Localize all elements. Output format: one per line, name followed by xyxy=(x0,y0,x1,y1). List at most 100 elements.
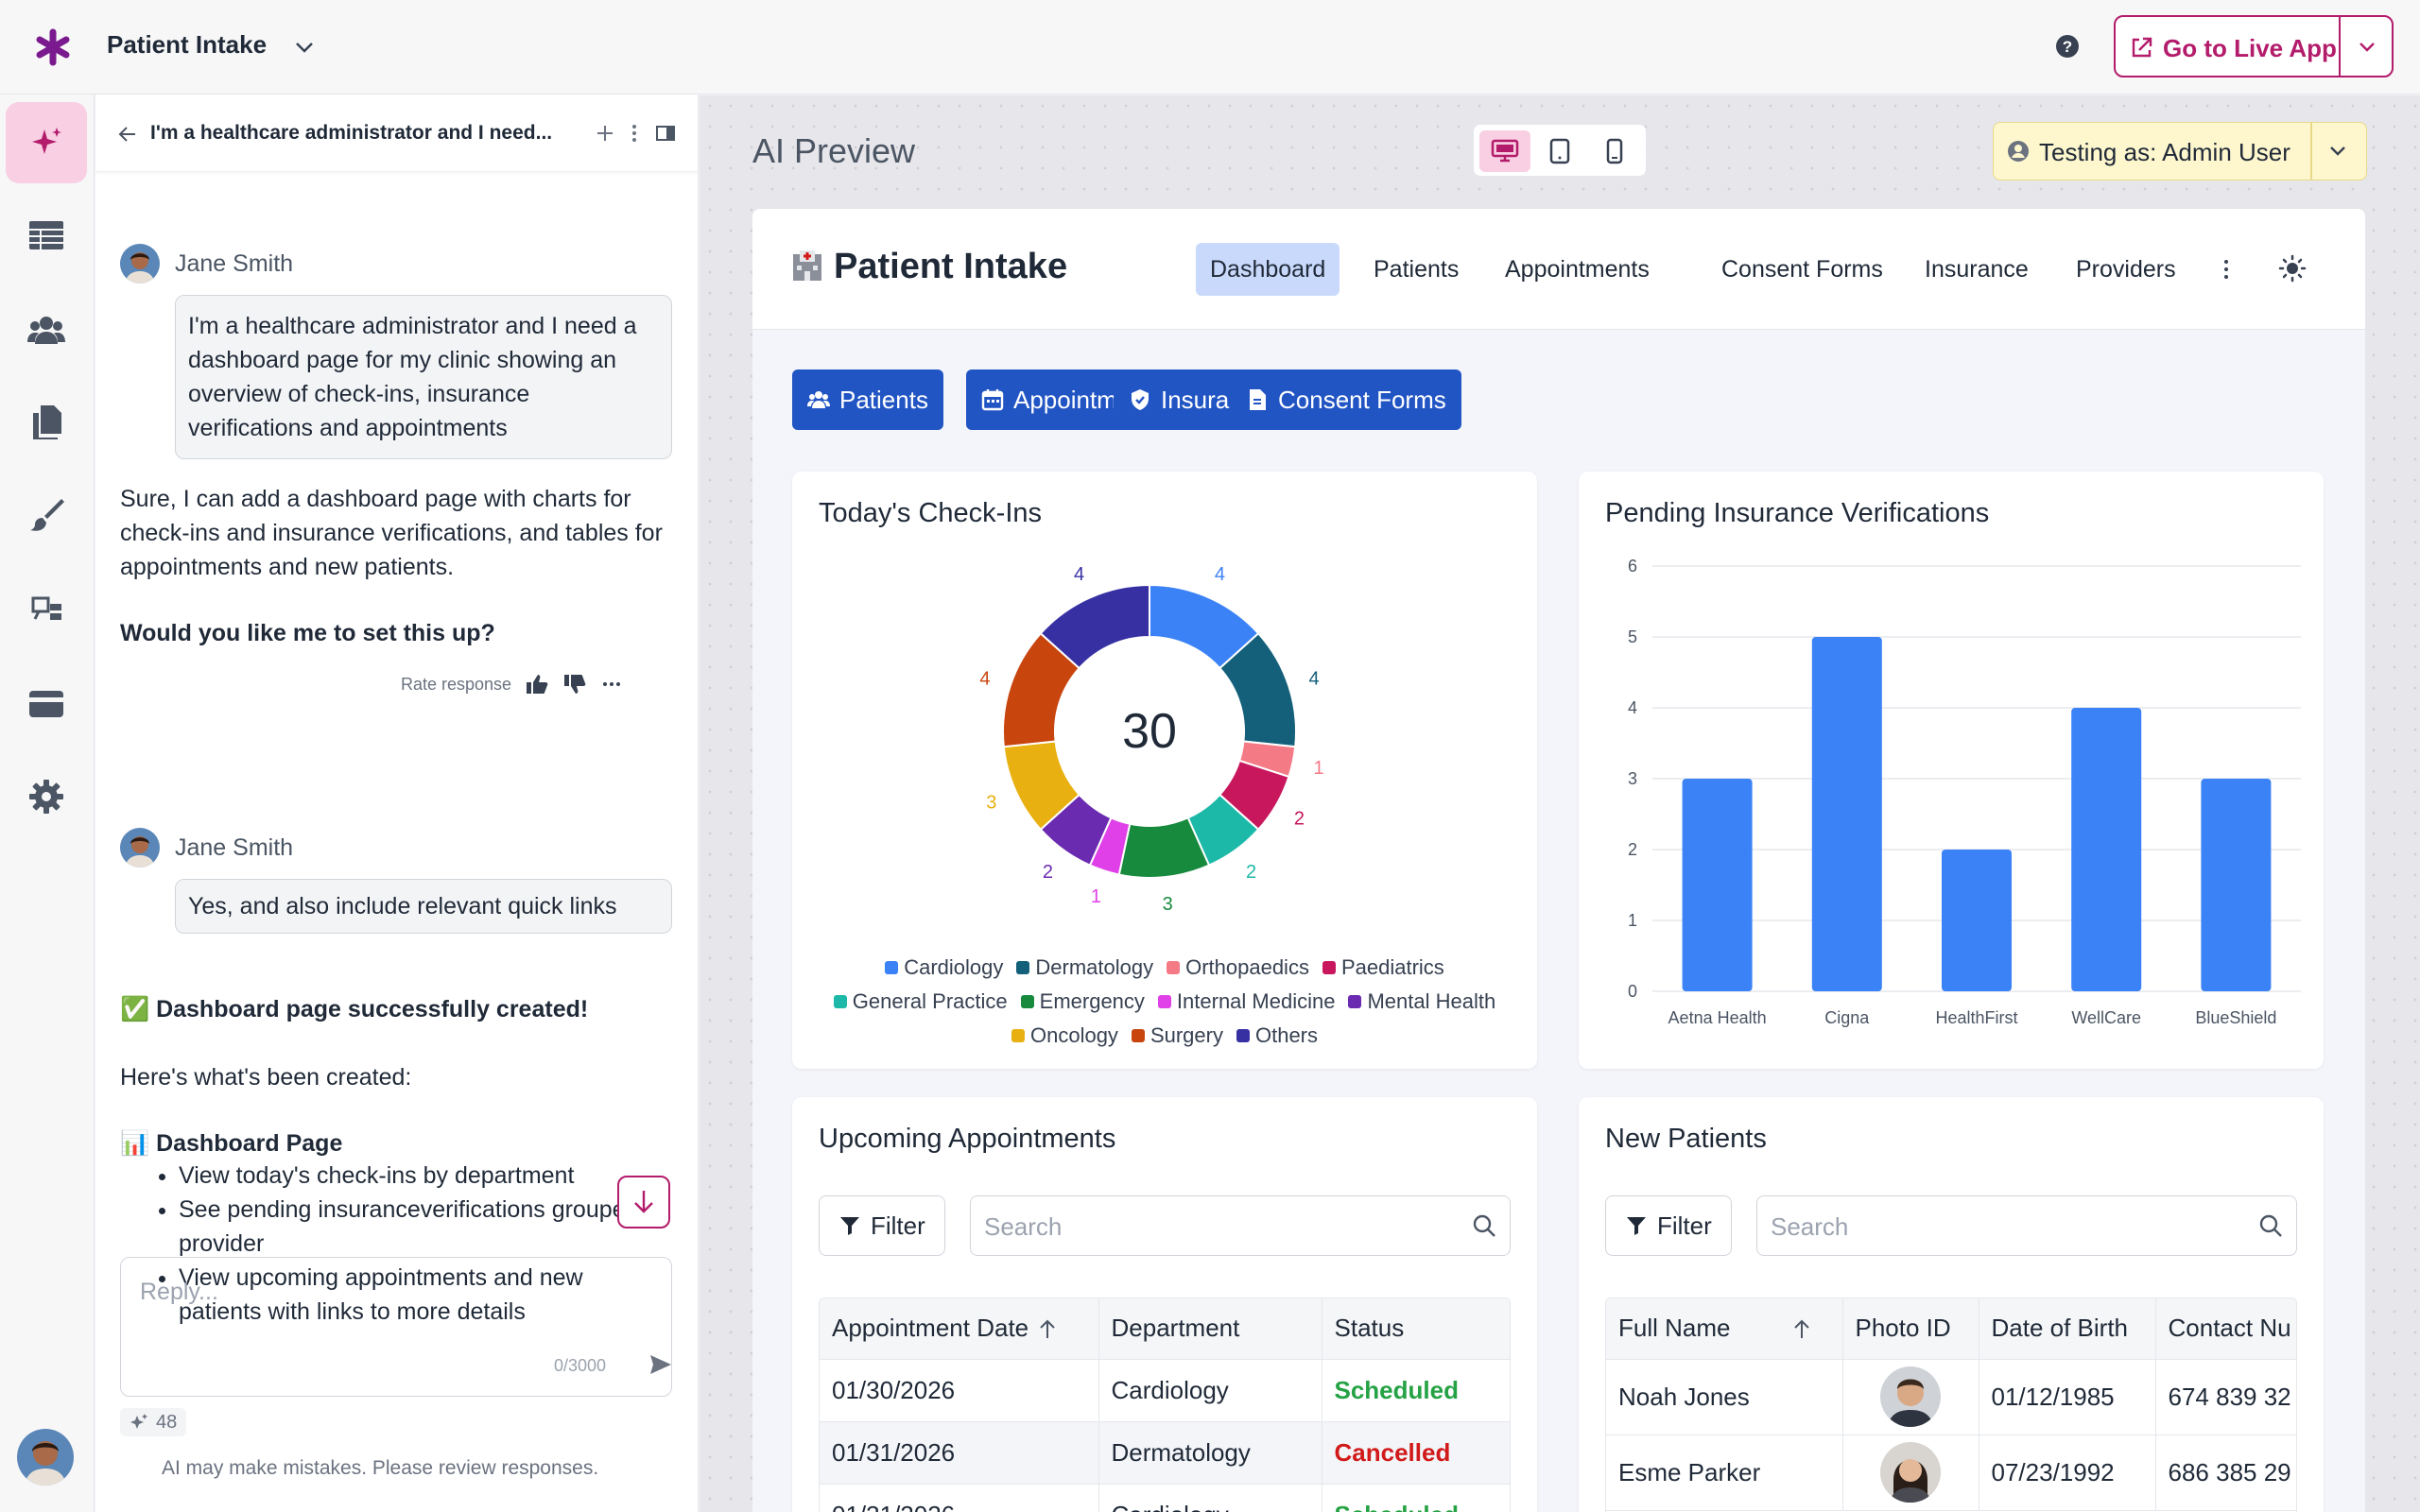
column-header[interactable]: Department xyxy=(1098,1298,1322,1360)
user-avatar xyxy=(120,244,160,284)
filter-button[interactable]: Filter xyxy=(819,1195,945,1256)
more-vertical-icon[interactable] xyxy=(627,123,642,144)
legend-item[interactable]: Orthopaedics xyxy=(1167,954,1309,982)
legend-item[interactable]: Internal Medicine xyxy=(1157,988,1335,1016)
app-nav-title: Patient Intake xyxy=(834,247,1068,286)
tab-providers[interactable]: Providers xyxy=(2076,255,2176,283)
rate-response-label: Rate response xyxy=(401,674,512,694)
column-header[interactable]: Appointment Date xyxy=(820,1298,1099,1360)
table-row[interactable]: Esme Parker 07/23/1992 686 385 29 xyxy=(1606,1435,2296,1511)
slice-value-label: 4 xyxy=(1215,564,1225,585)
quick-link-consent-forms[interactable]: Consent Forms xyxy=(1231,369,1461,430)
credits-badge: 48 xyxy=(120,1408,187,1436)
author-name: Jane Smith xyxy=(175,249,294,277)
app-title[interactable]: Patient Intake xyxy=(107,30,268,59)
bar[interactable] xyxy=(1811,637,1882,991)
cell-department: Cardiology xyxy=(1098,1484,1322,1512)
search-input[interactable]: Search xyxy=(970,1195,1511,1256)
tab-consent-forms[interactable]: Consent Forms xyxy=(1721,255,1883,283)
donut-slice[interactable] xyxy=(1039,583,1150,670)
legend-item[interactable]: Others xyxy=(1236,1022,1318,1050)
app-switcher-chevron-icon[interactable] xyxy=(291,36,318,59)
legend-item[interactable]: Surgery xyxy=(1131,1022,1223,1050)
bar[interactable] xyxy=(2201,779,2272,991)
help-icon[interactable]: ? xyxy=(2055,34,2080,59)
table-row[interactable]: 01/30/2026 Cardiology Scheduled xyxy=(820,1359,1510,1422)
more-vertical-icon[interactable] xyxy=(2221,256,2231,283)
table-row[interactable]: 01/31/2026 Dermatology Cancelled xyxy=(820,1421,1510,1485)
app-logo-icon[interactable] xyxy=(34,28,72,66)
column-header[interactable]: Contact Nu xyxy=(2155,1298,2296,1360)
tab-appointments[interactable]: Appointments xyxy=(1505,255,1650,283)
tablet-view-button[interactable] xyxy=(1534,130,1585,172)
design-brush-icon[interactable] xyxy=(6,474,87,556)
bar[interactable] xyxy=(1942,850,2012,991)
user-avatar[interactable] xyxy=(17,1429,74,1486)
column-header[interactable]: Status xyxy=(1322,1298,1510,1360)
cell-status: Scheduled xyxy=(1322,1359,1510,1422)
legend-label: Cardiology xyxy=(904,955,1004,979)
divider xyxy=(2339,17,2341,76)
bar[interactable] xyxy=(2071,708,2142,991)
table-row[interactable]: 01/31/2026 Cardiology Scheduled xyxy=(820,1484,1510,1512)
legend-item[interactable]: Emergency xyxy=(1020,988,1145,1016)
legend-item[interactable]: Oncology xyxy=(1011,1022,1118,1050)
ai-assistant-icon[interactable] xyxy=(6,102,87,183)
column-header[interactable]: Date of Birth xyxy=(1979,1298,2156,1360)
legend-item[interactable]: Cardiology xyxy=(885,954,1003,982)
settings-gear-icon[interactable] xyxy=(6,756,87,837)
quick-link-patients[interactable]: Patients xyxy=(792,369,943,430)
search-input[interactable]: Search xyxy=(1756,1195,2297,1256)
chart-title: Pending Insurance Verifications xyxy=(1605,498,1990,528)
sort-ascending-icon[interactable] xyxy=(1036,1318,1059,1341)
cell-photo xyxy=(1842,1435,1979,1511)
desktop-view-button[interactable] xyxy=(1479,130,1530,172)
thumbs-down-icon[interactable] xyxy=(562,673,587,696)
scroll-down-button[interactable] xyxy=(617,1176,670,1228)
x-tick-label: BlueShield xyxy=(2195,1008,2276,1027)
legend-label: General Practice xyxy=(852,989,1008,1013)
users-icon[interactable] xyxy=(6,289,87,370)
send-icon[interactable] xyxy=(648,1352,673,1377)
column-header[interactable]: Full Name xyxy=(1606,1298,1843,1360)
legend-swatch xyxy=(1020,995,1034,1008)
document-icon xyxy=(1250,389,1266,410)
bar[interactable] xyxy=(1682,779,1753,991)
pages-icon[interactable] xyxy=(6,382,87,463)
more-horizontal-icon[interactable] xyxy=(600,673,623,696)
collapse-panel-icon[interactable] xyxy=(655,123,676,144)
reply-input[interactable]: Reply... 0/3000 xyxy=(120,1257,672,1397)
table-row[interactable]: Noah Jones 01/12/1985 674 839 32 xyxy=(1606,1359,2296,1435)
filter-button[interactable]: Filter xyxy=(1605,1195,1732,1256)
tab-dashboard[interactable]: Dashboard xyxy=(1196,243,1340,296)
legend-item[interactable]: Dermatology xyxy=(1016,954,1153,982)
shield-check-icon xyxy=(1132,389,1149,410)
billing-card-icon[interactable] xyxy=(6,663,87,745)
legend-item[interactable]: General Practice xyxy=(833,988,1008,1016)
new-chat-plus-icon[interactable] xyxy=(595,123,615,144)
insurance-card: Pending Insurance Verifications 0 1 2 3 4 5 6 A… xyxy=(1579,472,2324,1069)
appointments-card: Upcoming Appointments Filter Search Appo… xyxy=(792,1097,1537,1512)
tablet-icon xyxy=(1549,138,1570,164)
testing-as-user-selector[interactable]: Testing as: Admin User xyxy=(1993,122,2367,180)
ai-question: Would you like me to set this up? xyxy=(120,620,495,646)
tab-insurance[interactable]: Insurance xyxy=(1925,255,2029,283)
components-icon[interactable] xyxy=(6,569,87,650)
filter-label: Filter xyxy=(871,1211,925,1240)
sort-ascending-icon[interactable] xyxy=(1790,1318,1813,1341)
data-table-icon[interactable] xyxy=(6,195,87,276)
table-title: Upcoming Appointments xyxy=(819,1124,1116,1154)
go-to-live-app-button[interactable]: Go to Live App xyxy=(2114,15,2394,77)
tab-patients[interactable]: Patients xyxy=(1374,255,1460,283)
thumbs-up-icon[interactable] xyxy=(525,673,549,696)
chevron-down-icon[interactable] xyxy=(2326,140,2349,163)
slice-value-label: 2 xyxy=(1246,862,1256,883)
table-title: New Patients xyxy=(1605,1124,1767,1154)
column-header[interactable]: Photo ID xyxy=(1842,1298,1979,1360)
live-app-dropdown-icon[interactable] xyxy=(2356,36,2378,59)
back-arrow-icon[interactable] xyxy=(116,123,139,146)
legend-item[interactable]: Paediatrics xyxy=(1322,954,1444,982)
theme-sun-icon[interactable] xyxy=(2278,254,2307,283)
legend-item[interactable]: Mental Health xyxy=(1348,988,1495,1016)
mobile-view-button[interactable] xyxy=(1589,130,1640,172)
